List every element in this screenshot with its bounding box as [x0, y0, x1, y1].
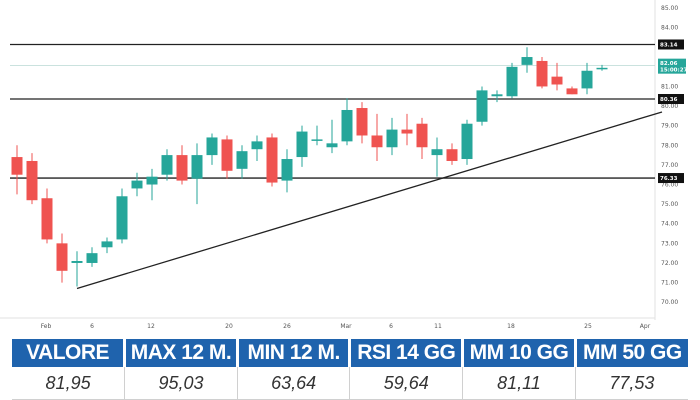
candle-body-up: [146, 176, 158, 185]
candle-body-down: [41, 198, 53, 240]
y-tick-label: 76.00: [661, 182, 678, 189]
candle-body-down: [446, 149, 458, 161]
y-tick-label: 78.00: [661, 142, 678, 149]
y-tick-label: 75.00: [661, 201, 678, 208]
candle-body-down: [416, 123, 428, 148]
trendline-group: [76, 111, 663, 290]
candle-body-up: [296, 131, 308, 158]
y-tick-label: 70.00: [661, 299, 678, 306]
candle-body-up: [311, 139, 323, 141]
x-tick-label: 6: [90, 323, 94, 330]
stats-header-row: VALORE MAX 12 M. MIN 12 M. RSI 14 GG MM …: [12, 339, 688, 367]
last-price-tag: [658, 58, 686, 74]
stats-header: MM 50 GG: [573, 339, 688, 367]
y-tick-label: 84.00: [661, 25, 678, 32]
x-tick-label: 6: [389, 323, 393, 330]
candle-body-up: [326, 143, 338, 148]
candle-body-up: [71, 261, 83, 263]
stats-header: MIN 12 M.: [235, 339, 350, 367]
candle-body-up: [161, 155, 173, 175]
stats-value: 95,03: [124, 367, 238, 400]
stats-header: MAX 12 M.: [123, 339, 238, 367]
candle-body-down: [26, 160, 38, 201]
stats-header: MM 10 GG: [461, 339, 576, 367]
candle-body-up: [341, 109, 353, 142]
candle-body-up: [521, 57, 533, 65]
candle-body-up: [131, 180, 143, 189]
stats-table: VALORE MAX 12 M. MIN 12 M. RSI 14 GG MM …: [12, 339, 688, 400]
candles: [11, 47, 608, 287]
x-tick-label: Mar: [340, 323, 352, 330]
trendline: [76, 111, 663, 290]
candle-body-down: [371, 135, 383, 148]
last-price-label: 82.06: [660, 61, 678, 67]
price-level-tag: [658, 94, 684, 105]
candle-body-up: [476, 90, 488, 122]
candle-body-up: [206, 137, 218, 156]
candle-body-down: [266, 137, 278, 183]
stats-value: 81,95: [12, 367, 125, 400]
stats-value: 81,11: [462, 367, 576, 400]
y-tick-label: 72.00: [661, 260, 678, 267]
price-level-label: 80.36: [660, 97, 678, 103]
stats-value: 59,64: [349, 367, 463, 400]
candle-body-up: [251, 141, 263, 150]
x-tick-label: 25: [584, 323, 592, 330]
stats-value: 77,53: [574, 367, 688, 400]
candle-body-down: [56, 243, 68, 271]
last-price-time: 15:00:27: [660, 68, 688, 74]
candle-body-up: [506, 66, 518, 97]
candle-body-up: [386, 129, 398, 148]
stats-value: 63,64: [236, 367, 350, 400]
y-tick-label: 79.00: [661, 123, 678, 130]
y-tick-label: 81.00: [661, 83, 678, 90]
y-tick-label: 74.00: [661, 221, 678, 228]
x-tick-label: Feb: [41, 323, 52, 330]
y-tick-label: 80.00: [661, 103, 678, 110]
price-level-tag: [658, 173, 684, 184]
candle-body-down: [566, 88, 578, 95]
x-tick-label: 18: [507, 323, 515, 330]
stats-value-row: 81,95 95,03 63,64 59,64 81,11 77,53: [12, 367, 688, 400]
candle-body-up: [191, 155, 203, 179]
candle-body-down: [356, 108, 368, 136]
y-tick-label: 71.00: [661, 280, 678, 287]
price-level-label: 83.14: [660, 42, 678, 48]
x-tick-label: 26: [283, 323, 291, 330]
candle-body-down: [401, 129, 413, 134]
candle-body-down: [551, 76, 563, 85]
x-axis: Feb 6 12 20 26 Mar 6 11 18 25 Apr: [41, 323, 651, 330]
price-level-tag: [658, 39, 684, 50]
x-tick-label: 20: [225, 323, 233, 330]
y-tick-label: 77.00: [661, 162, 678, 169]
candle-body-up: [101, 241, 113, 248]
candlestick-chart: 85.0084.0083.0082.0081.0080.0079.0078.00…: [0, 0, 688, 330]
candle-body-up: [116, 196, 128, 240]
price-levels: [10, 43, 655, 179]
x-tick-label: Apr: [640, 323, 651, 330]
y-axis: 85.0084.0083.0082.0081.0080.0079.0078.00…: [0, 0, 678, 320]
candle-body-down: [11, 157, 23, 175]
y-tick-label: 73.00: [661, 240, 678, 247]
candle-body-up: [431, 149, 443, 156]
x-tick-label: 11: [434, 323, 442, 330]
candle-body-up: [581, 70, 593, 89]
stats-header: RSI 14 GG: [348, 339, 463, 367]
x-tick-label: 12: [147, 323, 155, 330]
y-tick-label: 85.00: [661, 5, 678, 12]
candle-body-up: [491, 94, 503, 97]
price-level-label: 76.33: [660, 176, 678, 182]
candle-body-down: [176, 155, 188, 181]
candle-body-up: [281, 159, 293, 181]
candle-body-down: [221, 139, 233, 171]
candle-body-up: [461, 123, 473, 160]
candle-body-up: [86, 253, 98, 263]
candle-body-up: [236, 151, 248, 169]
stats-header: VALORE: [12, 339, 125, 367]
candle-body-down: [536, 60, 548, 87]
candle-body-up: [596, 67, 608, 70]
